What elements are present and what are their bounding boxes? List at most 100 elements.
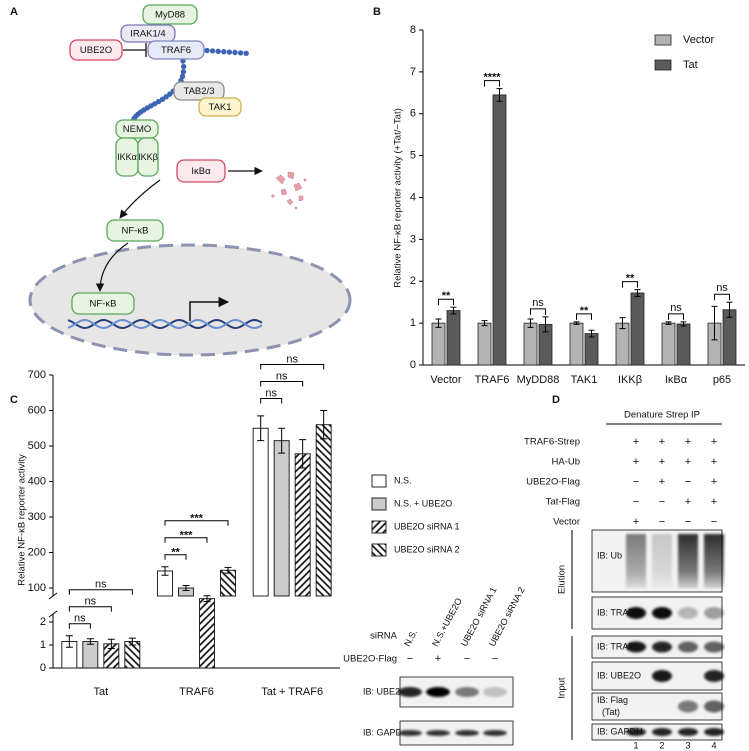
- lane-mark: +: [711, 436, 717, 448]
- node: [115, 119, 159, 139]
- bar: [220, 569, 236, 597]
- significance-label: ns: [85, 596, 97, 608]
- y-tick-label: 3: [410, 233, 416, 245]
- bar: [661, 322, 676, 366]
- x-tick-label: IκBα: [665, 374, 688, 386]
- ubiquitin: [215, 48, 221, 54]
- y-axis-label: Relative NF-κB reporter activity: [17, 454, 28, 586]
- error-bar: [224, 566, 232, 574]
- band: [704, 641, 724, 653]
- band: [426, 687, 450, 697]
- y-tick-label: 2: [40, 616, 46, 628]
- y-tick-label: 500: [28, 440, 46, 452]
- error-bar: [161, 566, 169, 576]
- error-bar: [680, 321, 687, 327]
- y-axis-label: Relative NF-κB reporter activity (+Tat/−…: [393, 108, 404, 288]
- significance-label: **: [171, 547, 180, 559]
- x-tick-label: Tat + TRAF6: [261, 686, 323, 698]
- y-tick-label: 0: [410, 359, 416, 371]
- node: [120, 24, 176, 43]
- error-bar: [65, 635, 73, 648]
- lane-number: 4: [711, 740, 716, 750]
- lane-label: N.S.: [402, 628, 419, 648]
- ubiquitin: [221, 49, 227, 55]
- lane-mark: +: [685, 496, 691, 508]
- node-label: NF-κB: [122, 226, 149, 237]
- significance-label: **: [626, 273, 635, 285]
- ubiquitin: [243, 50, 249, 56]
- bar: [294, 453, 311, 597]
- error-bar: [203, 595, 211, 602]
- lane-mark: +: [659, 476, 665, 488]
- band: [652, 607, 672, 619]
- node-label: NF-κB: [90, 299, 117, 310]
- bar: [630, 292, 645, 366]
- significance-bracket: [260, 398, 283, 404]
- row-label: UBE2O-Flag: [343, 654, 397, 665]
- y-tick-label: 2: [410, 275, 416, 287]
- x-tick-label: TAK1: [571, 374, 598, 386]
- significance-bracket: [530, 308, 546, 315]
- band: [704, 700, 724, 713]
- x-tick-label: TRAF6: [475, 374, 510, 386]
- blot-label: IB: UBE2O: [597, 670, 641, 680]
- error-bar: [435, 318, 442, 328]
- y-tick-label: 5: [410, 150, 416, 162]
- ubiquitin: [204, 47, 210, 54]
- x-tick-label: Vector: [430, 374, 462, 386]
- y-tick-label: 7: [410, 66, 416, 78]
- error-bar: [107, 638, 115, 649]
- error-bar: [711, 305, 718, 341]
- node: [106, 219, 164, 242]
- lane-mark: −: [633, 496, 639, 508]
- band: [678, 641, 698, 653]
- band: [626, 607, 646, 619]
- error-bar: [588, 329, 595, 338]
- significance-bracket: [68, 623, 91, 629]
- significance-label: ns: [276, 370, 288, 382]
- band: [678, 607, 698, 619]
- section-label: Input: [557, 677, 568, 698]
- band: [455, 730, 479, 736]
- lane-mark: +: [711, 496, 717, 508]
- bar: [477, 322, 492, 366]
- band: [652, 641, 672, 653]
- ubiquitin: [209, 48, 216, 54]
- y-tick-label: 8: [410, 24, 416, 36]
- bar: [492, 94, 507, 366]
- band: [652, 670, 672, 682]
- y-tick-label: 1: [410, 317, 416, 329]
- significance-label: ***: [190, 513, 204, 525]
- panel-label: D: [552, 394, 560, 406]
- significance-bracket: [260, 364, 325, 370]
- lane-mark: +: [435, 653, 441, 665]
- y-tick-label: 6: [410, 108, 416, 120]
- legend-label: Vector: [683, 34, 715, 46]
- lane-mark: +: [659, 436, 665, 448]
- error-bar: [665, 321, 672, 325]
- legend-label: Tat: [683, 59, 698, 71]
- ubiquitin: [180, 58, 186, 64]
- band: [398, 730, 422, 736]
- bar: [252, 427, 269, 597]
- band: [678, 670, 698, 682]
- error-bar: [299, 439, 307, 469]
- error-bar: [726, 301, 733, 318]
- error-bar: [619, 317, 626, 330]
- error-bar: [634, 289, 641, 297]
- legend-swatch: [654, 59, 672, 71]
- lane-mark: +: [659, 456, 665, 468]
- blot-sublabel: (Tat): [602, 707, 620, 717]
- legend-label: UBE2O siRNA 2: [394, 544, 460, 554]
- legend-swatch: [371, 520, 387, 534]
- lane-mark: −: [407, 653, 413, 665]
- lane-number: 1: [633, 740, 638, 750]
- condition-label: TRAF6-Strep: [524, 437, 580, 448]
- panel-label: B: [373, 6, 381, 18]
- lane-mark: −: [659, 496, 665, 508]
- legend-swatch: [654, 34, 672, 46]
- blot-title: Denature Strep IP: [624, 410, 700, 421]
- nucleus: [28, 243, 352, 357]
- error-bar: [573, 321, 580, 325]
- significance-bracket: [164, 537, 208, 543]
